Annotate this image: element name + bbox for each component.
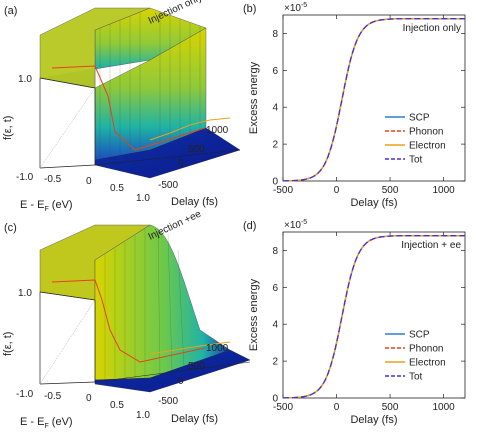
delay-tick: 500	[188, 361, 205, 372]
x-tick-label: 500	[382, 185, 399, 196]
y-tick-label: 4	[272, 103, 278, 114]
x-tick: -1.0	[16, 389, 34, 400]
panel-a-surface: (a) -1.0 -0.5 0	[2, 0, 241, 213]
series-line-electron	[283, 235, 465, 399]
x-axis-label: Delay (fs)	[350, 197, 397, 209]
y-axis-label: Excess energy	[248, 278, 260, 351]
series-line-scp	[283, 18, 465, 182]
legend-label-phonon: Phonon	[409, 344, 443, 355]
y-tick-label: 4	[272, 320, 278, 331]
series-line-scp	[283, 235, 465, 399]
delay-axis-label-c: Delay (fs)	[171, 413, 218, 425]
series-line-tot	[283, 235, 465, 399]
trace-red-top	[51, 279, 206, 363]
y-tick-label: 2	[272, 140, 278, 151]
x-tick: -0.5	[44, 391, 62, 402]
x-tick-label: 1000	[432, 402, 455, 413]
x-tick-label: 0	[334, 185, 340, 196]
y-tick: 1.0	[18, 288, 32, 299]
legend-label-electron: Electron	[409, 358, 446, 369]
panel-c-annotation: Injection +ee	[147, 208, 204, 242]
y-tick-label: 6	[272, 66, 278, 77]
panel-annotation: Injection only	[403, 23, 461, 34]
x-tick: 1.0	[136, 410, 150, 421]
surface-mesh	[104, 227, 185, 380]
delay-axis-label-a: Delay (fs)	[171, 196, 218, 208]
trace-red-top	[51, 65, 206, 151]
y-tick-label: 0	[272, 394, 278, 405]
legend-label-electron: Electron	[409, 141, 446, 152]
delay-ticks-a: -500 0 500 1000	[158, 125, 229, 191]
panel-letter: (b)	[243, 3, 256, 15]
y-tick-label: 8	[272, 29, 278, 40]
delay-tick: 0	[178, 376, 184, 387]
panel-a-letter: (a)	[4, 5, 17, 17]
legend-label-scp: SCP	[409, 113, 430, 124]
legend-label-tot: Tot	[409, 155, 423, 166]
plot-frame	[282, 231, 466, 399]
x-ticks-a: -1.0 -0.5 0 0.5 1.0	[16, 172, 150, 204]
panel-c-letter: (c)	[4, 222, 17, 234]
box-frame-c	[39, 291, 251, 385]
y-tick-label: 2	[272, 357, 278, 368]
x-tick: 1.0	[136, 193, 150, 204]
x-tick: -1.0	[16, 172, 34, 183]
y-axis-label: Excess energy	[248, 61, 260, 134]
surface-mesh	[99, 12, 201, 158]
surface-floor	[94, 349, 251, 393]
delay-ticks-c: -500 0 500 1000	[158, 343, 229, 407]
x-tick-label: 500	[382, 402, 399, 413]
panel-c-surface: (c) -1.0 -0.5 0 0.5 1.0 1.0	[2, 208, 251, 430]
x-axis-label-c: E - EF (eV)	[20, 416, 73, 430]
trace-orange	[149, 117, 231, 141]
y-tick: 1.0	[18, 74, 32, 85]
x-tick: 0.5	[110, 400, 124, 411]
surface-smooth-step	[94, 224, 231, 381]
y-ticks-c: 1.0	[18, 288, 32, 299]
x-tick-label: -500	[273, 402, 293, 413]
delay-tick: 1000	[206, 343, 229, 354]
delay-tick: 1000	[206, 125, 229, 136]
legend-label-phonon: Phonon	[409, 127, 443, 138]
x-tick-label: -500	[273, 185, 293, 196]
x-tick: -0.5	[44, 174, 62, 185]
delay-tick: 0	[178, 158, 184, 169]
legend-label-tot: Tot	[409, 372, 423, 383]
legend-label-scp: SCP	[409, 330, 430, 341]
delay-tick: 500	[188, 144, 205, 155]
y-tick-label: 0	[272, 177, 278, 188]
panel-letter: (d)	[243, 220, 256, 232]
y-ticks-a: 1.0	[18, 74, 32, 85]
series-line-tot	[283, 18, 465, 182]
plot-frame	[282, 14, 466, 182]
y-multiplier: ×10-5	[284, 219, 307, 231]
x-axis-label-a: E - EF (eV)	[20, 199, 73, 213]
trace-orange	[149, 341, 231, 355]
x-axis-label: Delay (fs)	[350, 414, 397, 426]
box-frame-a	[39, 77, 241, 169]
y-tick-label: 8	[272, 246, 278, 257]
y-multiplier: ×10-5	[284, 2, 307, 14]
y-axis-label-c: f(ε, t)	[2, 332, 14, 356]
x-tick: 0	[86, 393, 92, 404]
y-tick-label: 6	[272, 283, 278, 294]
x-tick-label: 0	[334, 402, 340, 413]
delay-tick: -500	[158, 180, 178, 191]
x-tick: 0	[86, 176, 92, 187]
x-ticks-c: -1.0 -0.5 0 0.5 1.0	[16, 389, 150, 421]
series-line-phonon	[283, 18, 465, 182]
series-line-electron	[283, 18, 465, 182]
x-tick: 0.5	[110, 183, 124, 194]
series-line-phonon	[283, 235, 465, 399]
y-axis-label-a: f(ε, t)	[2, 116, 14, 140]
panel-annotation: Injection + ee	[401, 240, 461, 251]
delay-tick: -500	[158, 396, 178, 407]
x-tick-label: 1000	[432, 185, 455, 196]
